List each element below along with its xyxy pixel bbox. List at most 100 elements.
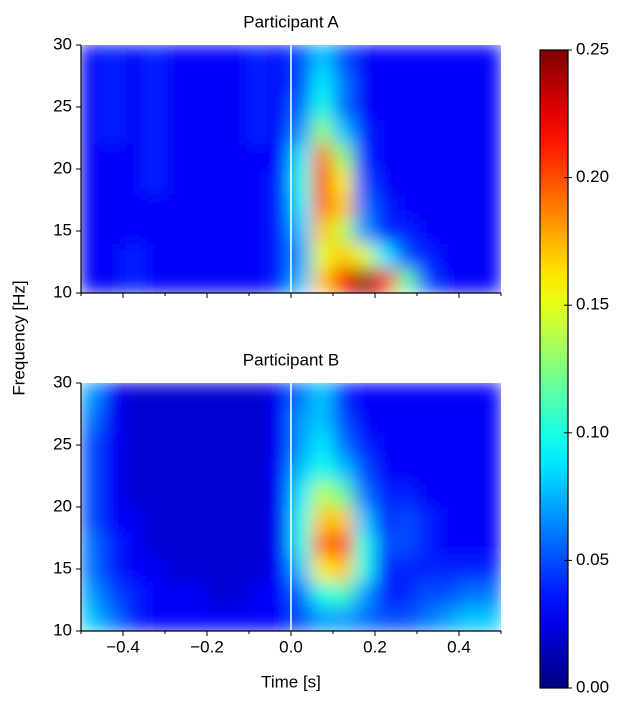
y-tick-label: 15	[53, 558, 72, 577]
heatmap-cell	[416, 242, 439, 269]
heatmap-cell	[122, 94, 145, 120]
heatmap-cell	[437, 506, 460, 533]
heatmap-cell	[395, 556, 418, 582]
y-tick-label: 15	[53, 220, 72, 239]
heatmap-cell	[206, 383, 229, 409]
heatmap-cell	[353, 605, 376, 631]
x-tick-label: −0.4	[106, 637, 140, 656]
heatmap-cell	[416, 432, 439, 458]
heatmap-cell	[81, 193, 103, 220]
heatmap-cell	[101, 580, 124, 607]
heatmap-cell	[81, 580, 103, 607]
heatmap-cell	[248, 531, 271, 558]
heatmap-cell	[416, 94, 439, 120]
heatmap-cell	[101, 242, 124, 269]
heatmap-cell	[122, 118, 145, 145]
heatmap-cell	[164, 168, 187, 195]
heatmap-cell	[227, 580, 250, 607]
heatmap-cell	[227, 118, 250, 145]
heatmap-cell	[122, 481, 145, 508]
heatmap-cell	[416, 605, 439, 631]
heatmap-cell	[458, 432, 481, 458]
heatmap-cell	[458, 45, 481, 71]
heatmap-cell	[374, 193, 397, 220]
x-tick-label: 0.0	[279, 637, 303, 656]
heatmap-cell	[332, 383, 355, 409]
heatmap-cell	[290, 193, 313, 220]
heatmap-cell	[206, 605, 229, 631]
y-tick-label: 10	[53, 282, 72, 301]
heatmap-cell	[248, 481, 271, 508]
heatmap-cell	[479, 481, 501, 508]
heatmap-cell	[269, 556, 292, 582]
heatmap-cell	[311, 383, 334, 409]
heatmap-cell	[248, 456, 271, 483]
heatmap-cell	[101, 143, 124, 170]
heatmap-cell	[458, 580, 481, 607]
heatmap-cell	[332, 168, 355, 195]
heatmap-cell	[479, 118, 501, 145]
heatmap-cell	[479, 383, 501, 409]
x-axis-label: Time [s]	[261, 672, 321, 691]
heatmap-cell	[206, 267, 229, 293]
heatmap-cell	[353, 118, 376, 145]
heatmap-cell	[416, 481, 439, 508]
heatmap-cell	[206, 45, 229, 71]
heatmap-cell	[248, 407, 271, 434]
heatmap-cell	[416, 69, 439, 96]
heatmap-cell	[206, 432, 229, 458]
heatmap-cell	[374, 481, 397, 508]
heatmap-cell	[248, 580, 271, 607]
heatmap-cell	[185, 118, 208, 145]
heatmap-cell	[206, 94, 229, 120]
heatmap-cell	[479, 506, 501, 533]
heatmap-cell	[374, 531, 397, 558]
heatmap-cell	[248, 218, 271, 244]
heatmap-cell	[395, 218, 418, 244]
heatmap-cell	[290, 506, 313, 533]
heatmap-cell	[332, 94, 355, 120]
heatmap-cell	[353, 218, 376, 244]
heatmap-cell	[122, 556, 145, 582]
heatmap-cell	[101, 605, 124, 631]
heatmap-cell	[311, 94, 334, 120]
heatmap-cell	[290, 556, 313, 582]
heatmap-cell	[395, 383, 418, 409]
heatmap-cell	[437, 556, 460, 582]
heatmap-cell	[248, 267, 271, 293]
heatmap-cell	[185, 407, 208, 434]
heatmap-cell	[248, 605, 271, 631]
heatmap-cell	[122, 267, 145, 293]
heatmap-cell	[374, 45, 397, 71]
heatmap-cell	[101, 407, 124, 434]
heatmap-cell	[353, 94, 376, 120]
heatmap-cell	[269, 69, 292, 96]
heatmap-cell	[437, 242, 460, 269]
heatmap-cell	[416, 168, 439, 195]
y-tick-label: 30	[53, 34, 72, 53]
heatmap	[81, 45, 501, 293]
heatmap-cell	[353, 143, 376, 170]
heatmap-cell	[290, 580, 313, 607]
heatmap-cell	[479, 432, 501, 458]
heatmap-cell	[143, 407, 166, 434]
heatmap-cell	[416, 267, 439, 293]
heatmap-cell	[248, 432, 271, 458]
heatmap-cell	[290, 242, 313, 269]
heatmap-cell	[311, 45, 334, 71]
heatmap-cell	[290, 456, 313, 483]
heatmap-cell	[353, 407, 376, 434]
heatmap-cell	[122, 605, 145, 631]
heatmap-cell	[479, 531, 501, 558]
heatmap-cell	[290, 143, 313, 170]
heatmap-cell	[101, 456, 124, 483]
heatmap-cell	[269, 432, 292, 458]
heatmap-cell	[353, 456, 376, 483]
heatmap-cell	[479, 267, 501, 293]
heatmap-cell	[206, 143, 229, 170]
heatmap-cell	[290, 481, 313, 508]
heatmap-cell	[185, 432, 208, 458]
heatmap-cell	[269, 94, 292, 120]
heatmap-cell	[374, 267, 397, 293]
